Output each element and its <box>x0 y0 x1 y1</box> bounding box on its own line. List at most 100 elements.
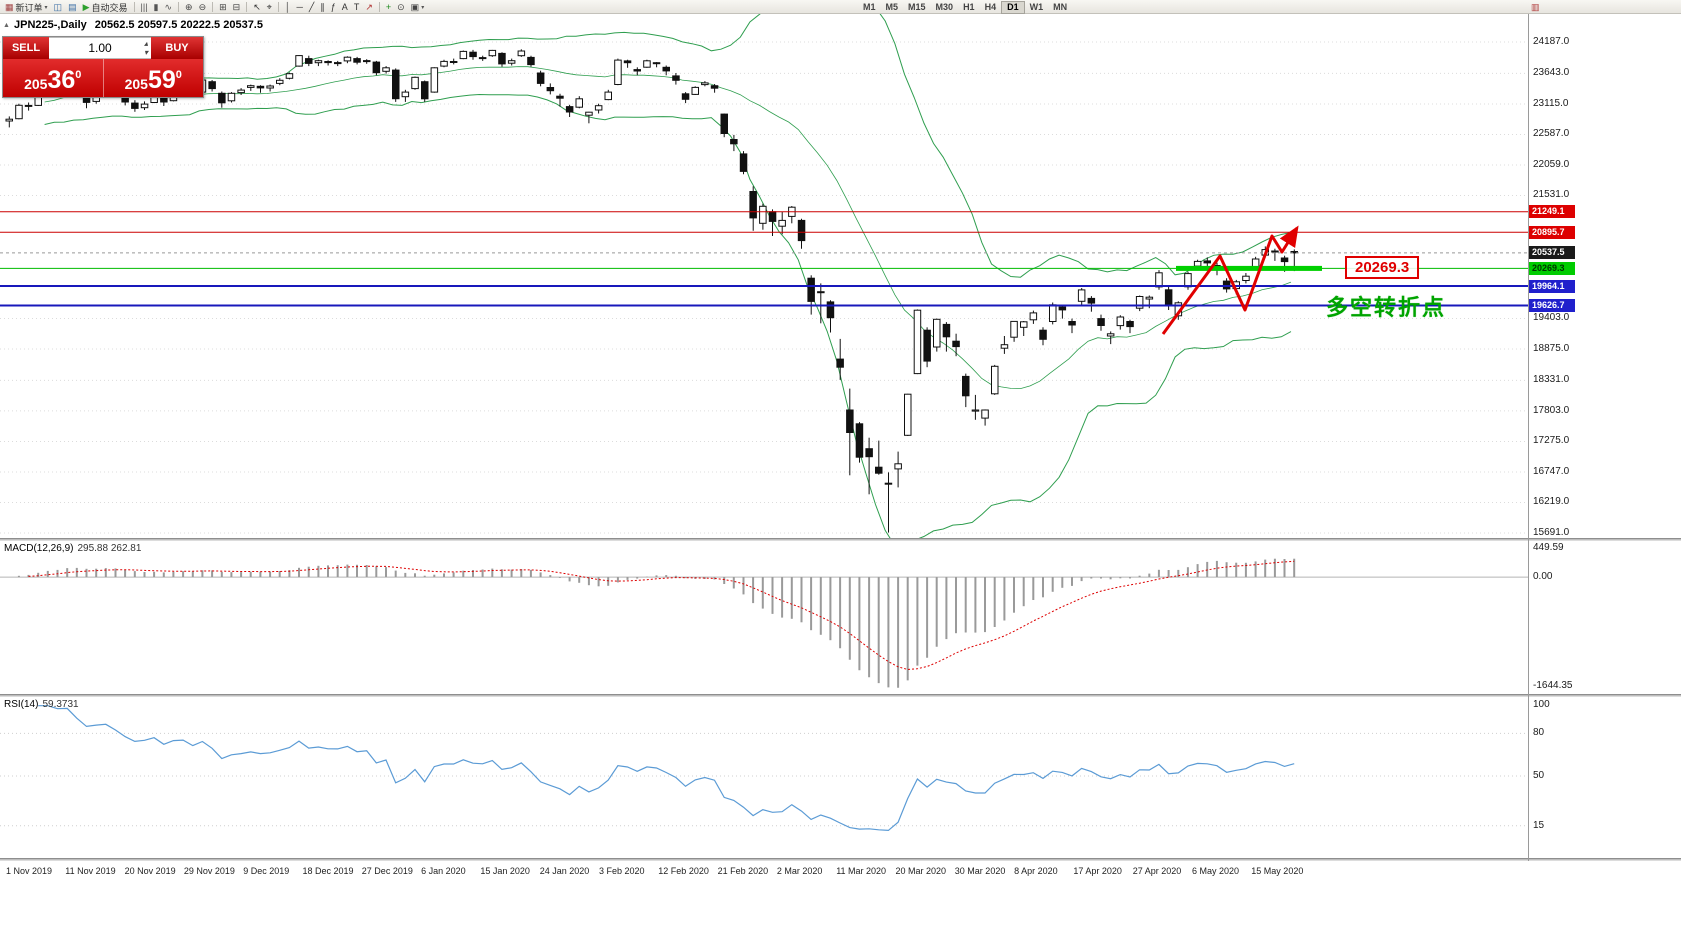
price-badge: 19964.1 <box>1529 279 1575 293</box>
price-badge: 21249.1 <box>1529 205 1575 219</box>
pane-separator[interactable] <box>0 858 1681 861</box>
stepper-down-icon[interactable]: ▾ <box>143 48 148 57</box>
trend-zigzag-arrow[interactable] <box>1161 225 1299 335</box>
autotrading-button[interactable]: ▶ 自动交易 <box>80 1 131 14</box>
timeframe-button-h4[interactable]: H4 <box>984 1 997 12</box>
buy-button[interactable]: BUY <box>151 37 203 59</box>
candlestick-series <box>5 49 1298 533</box>
crosshair-button[interactable]: ⌖ <box>264 1 275 14</box>
time-axis-label: 27 Apr 2020 <box>1132 866 1182 876</box>
channel-icon: ∥ <box>320 2 325 12</box>
price-axis-label: 22059.0 <box>1533 158 1570 170</box>
fibonacci-button[interactable]: ƒ <box>328 1 339 14</box>
label-icon: T <box>353 2 360 12</box>
price-axis-label: 21531.0 <box>1533 189 1570 201</box>
sell-button[interactable]: SELL <box>3 37 49 59</box>
new-order-button[interactable]: ▦ 新订单 ▾ <box>2 1 51 14</box>
text-icon: A <box>341 2 348 12</box>
price-gridlines <box>0 41 1528 534</box>
time-axis[interactable]: 1 Nov 2019 11 Nov 2019 20 Nov 2019 29 Nov 2… <box>0 861 1681 884</box>
cascade-windows-button[interactable]: ⊟ <box>230 1 244 14</box>
price-chart-svg[interactable] <box>0 14 1528 538</box>
cursor-icon: ↖ <box>253 2 261 12</box>
volume-input[interactable]: 1.00 ▴ ▾ <box>49 37 151 59</box>
periods-button[interactable]: ⊙ <box>394 1 408 14</box>
template-button[interactable]: ▣ ▾ <box>408 1 428 14</box>
collapse-panel-icon[interactable]: ▲ <box>3 22 10 29</box>
text-button[interactable]: A <box>339 1 351 14</box>
horizontal-line-button[interactable]: ─ <box>293 1 305 14</box>
chevron-down-icon: ▾ <box>421 4 425 11</box>
sell-price[interactable]: 205 36 0 <box>3 59 104 97</box>
pane-separator[interactable] <box>0 694 1681 697</box>
macd-pane[interactable]: MACD(12,26,9) 295.88 262.81 449.59 0.00 -… <box>0 541 1681 694</box>
time-axis-label: 20 Mar 2020 <box>895 866 947 876</box>
channel-button[interactable]: ∥ <box>317 1 328 14</box>
pane-separator[interactable] <box>0 538 1681 541</box>
crosshair-icon: ⌖ <box>266 2 272 12</box>
vertical-line-icon: │ <box>284 2 291 12</box>
time-axis-label: 12 Feb 2020 <box>658 866 709 876</box>
price-chart-pane[interactable]: ▲ JPN225-,Daily 20562.5 20597.5 20222.5 2… <box>0 14 1681 538</box>
trendline-icon: ╱ <box>308 2 315 12</box>
buy-price[interactable]: 205 59 0 <box>103 59 203 97</box>
trendline-button[interactable]: ╱ <box>306 1 317 14</box>
macd-axis-label: 449.59 <box>1533 542 1564 553</box>
price-axis-label: 23115.0 <box>1533 97 1569 109</box>
bar-chart-type-button[interactable]: ||| <box>138 1 151 14</box>
timeframe-button-w1[interactable]: W1 <box>1029 1 1044 12</box>
timeframe-button-d1[interactable]: D1 <box>1001 0 1025 14</box>
dock-panel-icon[interactable]: ▥ <box>1528 1 1543 14</box>
candle-chart-type-button[interactable]: ▮ <box>151 1 162 14</box>
charts-window-icon[interactable]: ◫ <box>51 1 66 14</box>
timeframe-button-m15[interactable]: M15 <box>908 1 926 12</box>
price-axis-label: 18331.0 <box>1533 374 1570 386</box>
rsi-axis-label: 50 <box>1533 770 1545 781</box>
bar-chart-type-icon: ||| <box>140 2 148 12</box>
rsi-svg[interactable] <box>0 697 1528 858</box>
macd-label: MACD(12,26,9) 295.88 262.81 <box>4 543 142 554</box>
price-axis-label: 24187.0 <box>1533 36 1570 47</box>
price-axis-separator[interactable] <box>1528 14 1529 861</box>
time-axis-label: 15 May 2020 <box>1251 866 1304 876</box>
macd-svg[interactable] <box>0 541 1528 694</box>
time-axis-label: 11 Mar 2020 <box>836 866 887 876</box>
price-axis-label: 16219.0 <box>1533 496 1570 508</box>
toolbar-item-label: 自动交易 <box>91 2 128 13</box>
stepper-up-icon[interactable]: ▴ <box>143 39 148 48</box>
timeframe-button-mn[interactable]: MN <box>1053 1 1068 12</box>
horizontal-line-icon: ─ <box>296 2 303 12</box>
timeframe-button-m1[interactable]: M1 <box>863 1 876 12</box>
timeframe-button-m5[interactable]: M5 <box>885 1 899 12</box>
volume-stepper[interactable]: ▴ ▾ <box>144 39 148 57</box>
cursor-button[interactable]: ↖ <box>250 1 264 14</box>
price-axis-label: 19403.0 <box>1533 312 1570 324</box>
zoom-in-icon: ⊕ <box>185 2 193 12</box>
label-button[interactable]: T <box>351 1 363 14</box>
bollinger-lower-band <box>44 93 1292 538</box>
tile-charts-icon[interactable]: ▤ <box>65 1 80 14</box>
dock-panel-icon: ▥ <box>1531 2 1540 12</box>
indicators-button[interactable]: + <box>383 1 394 14</box>
line-chart-type-button[interactable]: ∿ <box>161 1 175 14</box>
price-axis-label: 23643.0 <box>1533 67 1570 79</box>
zoom-out-button[interactable]: ⊖ <box>196 1 210 14</box>
time-axis-label: 18 Dec 2019 <box>302 866 354 876</box>
vertical-line-button[interactable]: │ <box>282 1 294 14</box>
chart-title: JPN225-,Daily 20562.5 20597.5 20222.5 205… <box>14 19 263 31</box>
one-click-trading-panel: SELL 1.00 ▴ ▾ BUY 205 36 0 205 59 0 <box>2 36 204 98</box>
support-segment[interactable] <box>1176 265 1322 271</box>
arrow-tool-icon: ↗ <box>365 2 373 12</box>
rsi-pane[interactable]: RSI(14) 59.3731 100 80 50 15 <box>0 697 1681 858</box>
timeframe-button-h1[interactable]: H1 <box>963 1 975 12</box>
price-axis-label: 16747.0 <box>1533 465 1570 477</box>
arrow-tool-button[interactable]: ↗ <box>362 1 376 14</box>
time-axis-label: 6 May 2020 <box>1192 866 1240 876</box>
tile-windows-button[interactable]: ⊞ <box>216 1 230 14</box>
bollinger-middle-band <box>44 66 1292 390</box>
zoom-in-button[interactable]: ⊕ <box>182 1 196 14</box>
time-axis-label: 11 Nov 2019 <box>65 866 116 876</box>
toolbar-left-group: ▦ 新订单 ▾ ◫ ▤ ▶ 自动交易 ||| ▮ ∿ ⊕ ⊖ ⊞ ⊟ ↖ ⌖ │ ─ ╱ ∥ ƒ A T ↗ + ⊙ ▣ ▾ <box>2 0 427 14</box>
timeframe-button-m30[interactable]: M30 <box>935 1 954 12</box>
